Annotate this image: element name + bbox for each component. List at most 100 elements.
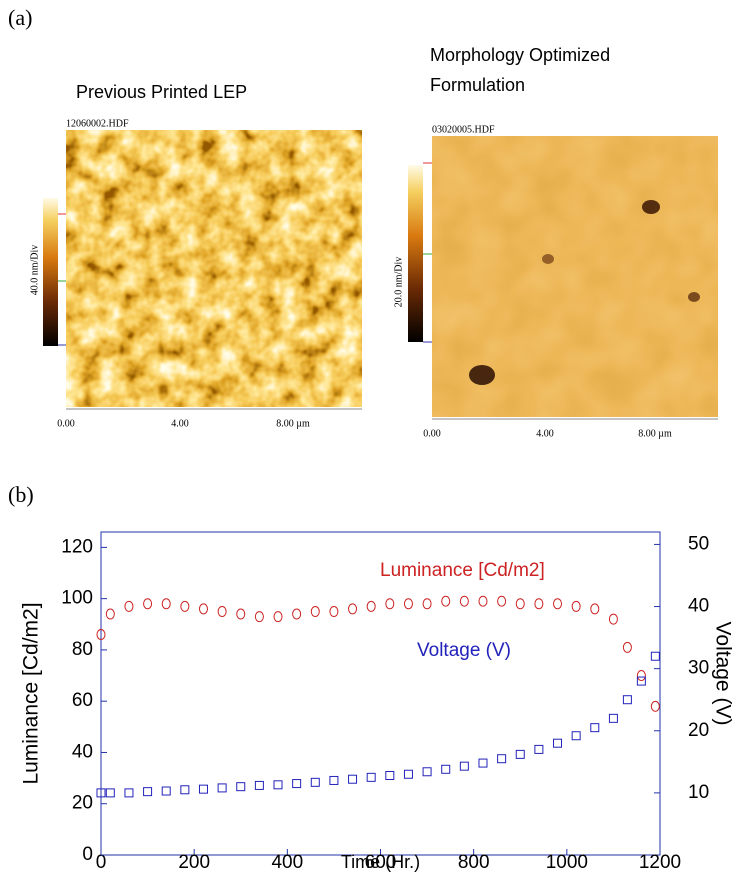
voltage-point: [608, 713, 618, 723]
luminance-point: [236, 608, 246, 620]
luminance-point: [650, 700, 660, 712]
voltage-point: [143, 787, 153, 797]
luminance-point: [534, 598, 544, 610]
voltage-point: [198, 784, 208, 794]
luminance-point: [124, 600, 134, 612]
luminance-point: [366, 600, 376, 612]
voltage-point: [366, 772, 376, 782]
y2-tick-label: 50: [688, 533, 709, 554]
legend-entry: Luminance [Cd/m2]: [380, 560, 545, 581]
y-axis-label: Luminance [Cd/m2]: [20, 602, 43, 784]
luminance-point: [422, 598, 432, 610]
luminance-point: [348, 603, 358, 615]
luminance-point: [254, 611, 264, 623]
luminance-point: [622, 641, 632, 653]
luminance-point: [553, 598, 563, 610]
voltage-point: [622, 695, 632, 705]
y-tick-label: 40: [72, 741, 93, 762]
afm-pit: [642, 200, 660, 214]
voltage-point: [348, 774, 358, 784]
x-tick-label: 600: [365, 852, 397, 873]
y-tick-label: 100: [61, 588, 93, 609]
x-tick-label: 0: [96, 852, 107, 873]
luminance-point: [329, 605, 339, 617]
panel-a: (a) Previous Printed LEP 12060002.HDF 40…: [8, 5, 718, 439]
x-tick-label: 1200: [639, 852, 681, 873]
y-tick-label: 80: [72, 639, 93, 660]
voltage-point: [96, 788, 106, 798]
image-tick: 0.00: [423, 428, 441, 439]
y2-tick-label: 40: [688, 596, 709, 617]
y-tick-label: 120: [61, 536, 93, 557]
voltage-point: [217, 783, 227, 793]
voltage-point: [310, 777, 320, 787]
luminance-point: [217, 605, 227, 617]
y2-axis-label: Voltage (V): [711, 622, 734, 726]
y2-tick-label: 10: [688, 782, 709, 803]
luminance-point: [608, 613, 618, 625]
voltage-point: [590, 723, 600, 733]
voltage-point: [636, 676, 646, 686]
luminance-point: [441, 595, 451, 607]
voltage-point: [385, 770, 395, 780]
y-tick-label: 60: [72, 690, 93, 711]
afm-pit: [542, 254, 554, 264]
y2-tick-label: 20: [688, 720, 709, 741]
voltage-point: [422, 767, 432, 777]
y-tick-label: 20: [72, 793, 93, 814]
luminance-point: [385, 598, 395, 610]
image-title: Previous Printed LEP: [76, 82, 247, 102]
voltage-point: [571, 731, 581, 741]
afm-pit: [688, 292, 700, 302]
luminance-point: [497, 595, 507, 607]
voltage-point: [403, 769, 413, 779]
image-title: Morphology Optimized: [430, 45, 610, 65]
luminance-point: [180, 600, 190, 612]
voltage-point: [105, 788, 115, 798]
luminance-point: [478, 595, 488, 607]
luminance-point: [161, 598, 171, 610]
image-tick: 8.00 µm: [276, 418, 310, 429]
image-tick: 8.00 µm: [638, 428, 672, 439]
luminance-point: [198, 603, 208, 615]
voltage-point: [254, 780, 264, 790]
luminance-point: [459, 595, 469, 607]
scale-label: 40.0 nm/Div: [29, 245, 40, 296]
luminance-point: [96, 629, 106, 641]
image-tick: 0.00: [57, 418, 75, 429]
voltage-point: [180, 785, 190, 795]
image-tick: 4.00: [536, 428, 554, 439]
colorbar: [408, 165, 423, 342]
y-tick-label: 0: [82, 844, 93, 865]
legend-entry: Voltage (V): [417, 640, 511, 661]
y2-tick-label: 30: [688, 658, 709, 679]
panel-label: (b): [8, 482, 34, 507]
luminance-point: [571, 600, 581, 612]
file-name: 12060002.HDF: [66, 118, 129, 129]
afm-pit: [469, 365, 495, 385]
voltage-point: [553, 738, 563, 748]
voltage-point: [478, 758, 488, 768]
x-axis-label: Time (Hr.): [341, 852, 420, 872]
afm-image: [66, 130, 362, 407]
luminance-point: [310, 605, 320, 617]
luminance-point: [515, 598, 525, 610]
voltage-point: [515, 749, 525, 759]
x-tick-label: 400: [271, 852, 303, 873]
voltage-point: [124, 788, 134, 798]
voltage-point: [273, 780, 283, 790]
voltage-point: [292, 779, 302, 789]
image-tick: 4.00: [171, 418, 189, 429]
panel-label: (a): [8, 5, 32, 30]
luminance-point: [292, 608, 302, 620]
file-name: 03020005.HDF: [432, 124, 495, 135]
luminance-point: [143, 598, 153, 610]
voltage-point: [441, 764, 451, 774]
voltage-point: [161, 786, 171, 796]
luminance-point: [636, 670, 646, 682]
colorbar: [43, 198, 58, 346]
voltage-point: [534, 744, 544, 754]
luminance-point: [403, 598, 413, 610]
x-tick-label: 800: [458, 852, 490, 873]
